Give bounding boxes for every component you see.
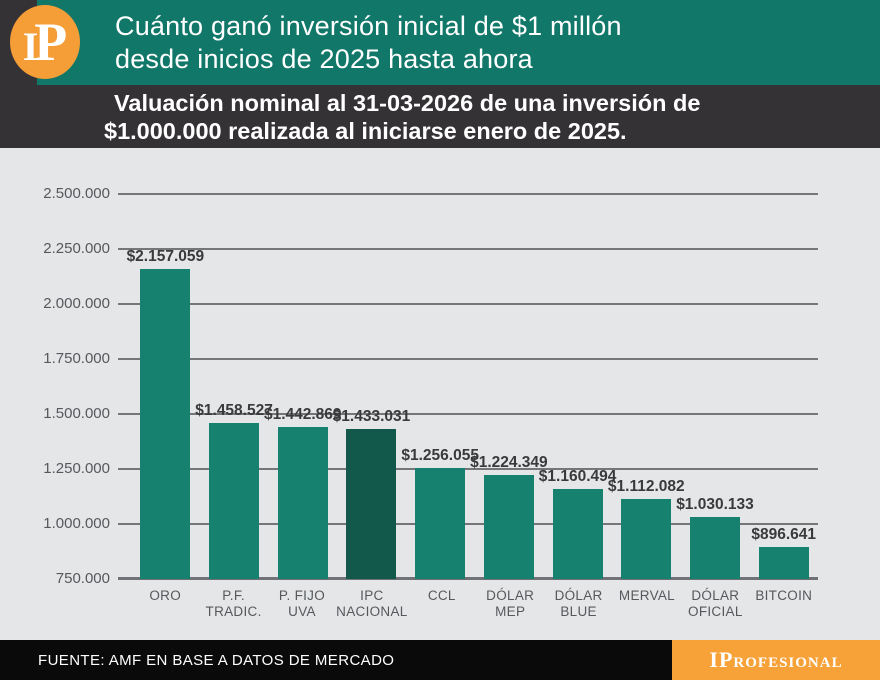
bar-oro xyxy=(140,269,191,579)
gridline xyxy=(118,358,818,360)
gridline xyxy=(118,303,818,305)
bar-value-label: $1.112.082 xyxy=(607,478,685,496)
category-label: P.F. TRADIC. xyxy=(205,588,262,619)
bar-value-label: $2.157.059 xyxy=(126,248,205,266)
bar-slot: $1.224.349 xyxy=(470,454,548,579)
y-tick-label: 1.500.000 xyxy=(43,405,110,422)
category-label: BITCOIN xyxy=(755,588,813,603)
bar-d-lar-blue xyxy=(552,488,603,579)
bar-p-fijo-uva xyxy=(277,426,328,579)
category-label: CCL xyxy=(427,588,456,603)
bar-slot: $1.030.133 xyxy=(676,496,754,579)
bar-slot: $1.442.869 xyxy=(264,406,342,579)
bar-merval xyxy=(621,499,672,579)
bar-value-label: $1.256.055 xyxy=(401,446,479,464)
bar-slot: $1.112.082 xyxy=(608,478,685,579)
gridline xyxy=(118,468,818,470)
ip-logo-text: IP xyxy=(22,12,68,72)
category-label: P. FIJO UVA xyxy=(278,588,326,619)
bar-p-f-tradic- xyxy=(209,423,260,579)
gridline xyxy=(118,248,818,250)
y-tick-label: 750.000 xyxy=(55,570,110,587)
gridline xyxy=(118,523,818,525)
category-label: DÓLAR OFICIAL xyxy=(688,588,743,619)
page-title-line2: desde inicios de 2025 hasta ahora xyxy=(115,43,533,74)
bar-bitcoin xyxy=(758,546,809,579)
bar-value-label: $1.030.133 xyxy=(676,496,754,514)
bar-slot: $2.157.059 xyxy=(127,248,204,579)
ip-logo: IP xyxy=(10,5,80,79)
bar-ccl xyxy=(415,467,466,579)
bar-value-label: $1.442.869 xyxy=(263,405,342,423)
bar-slot: $1.458.527 xyxy=(195,402,273,579)
category-labels-row: ORO P.F. TRADIC. P. FIJO UVA IPC NACIONAL CC… xyxy=(131,588,818,620)
chart-subtitle-line1: Valuación nominal al 31-03-2026 de una i… xyxy=(114,89,701,116)
bar-value-label: $1.433.031 xyxy=(332,407,411,425)
source-credit: FUENTE: AMF EN BASE A DATOS DE MERCADO xyxy=(0,640,672,680)
category-label: IPC NACIONAL xyxy=(336,588,408,619)
y-tick-label: 2.250.000 xyxy=(43,240,110,257)
subtitle-band: Valuación nominal al 31-03-2026 de una i… xyxy=(0,85,880,148)
title-banner: Cuánto ganó inversión inicial de $1 mill… xyxy=(37,0,880,85)
chart-subtitle-line2: $1.000.000 realizada al iniciarse enero … xyxy=(104,117,627,144)
iprofesional-brand: IProfesional xyxy=(672,640,880,680)
bar-d-lar-mep xyxy=(483,474,534,579)
bar-value-label: $896.641 xyxy=(751,525,816,543)
y-tick-label: 1.000.000 xyxy=(43,515,110,532)
gridline xyxy=(118,413,818,415)
bar-slot: $1.433.031 xyxy=(333,408,410,579)
category-label: ORO xyxy=(149,588,182,603)
bar-slot: $1.160.494 xyxy=(539,468,616,579)
bar-chart: 2.500.000 2.250.000 2.000.000 1.750.000 1.50… xyxy=(0,148,880,640)
bar-ipc-nacional xyxy=(346,428,397,579)
bar-value-label: $1.224.349 xyxy=(470,453,548,471)
category-label: DÓLAR BLUE xyxy=(554,588,603,619)
category-label: DÓLAR MEP xyxy=(486,588,535,619)
bar-slot: $896.641 xyxy=(749,526,818,579)
bar-value-label: $1.458.527 xyxy=(195,402,273,420)
x-axis-line xyxy=(118,577,818,580)
y-tick-label: 2.500.000 xyxy=(43,185,110,202)
bars-row: $2.157.059 $1.458.527 $1.442.869 $1.433.031… xyxy=(127,148,818,579)
header: Cuánto ganó inversión inicial de $1 mill… xyxy=(0,0,880,85)
y-tick-label: 1.250.000 xyxy=(43,460,110,477)
y-tick-label: 1.750.000 xyxy=(43,350,110,367)
page-title-line1: Cuánto ganó inversión inicial de $1 mill… xyxy=(115,10,622,41)
bar-slot: $1.256.055 xyxy=(401,447,479,579)
y-tick-label: 2.000.000 xyxy=(43,295,110,312)
bar-value-label: $1.160.494 xyxy=(538,467,617,485)
bar-d-lar-oficial xyxy=(689,517,740,579)
gridline xyxy=(118,193,818,195)
category-label: MERVAL xyxy=(618,588,675,603)
footer: FUENTE: AMF EN BASE A DATOS DE MERCADO I… xyxy=(0,640,880,680)
